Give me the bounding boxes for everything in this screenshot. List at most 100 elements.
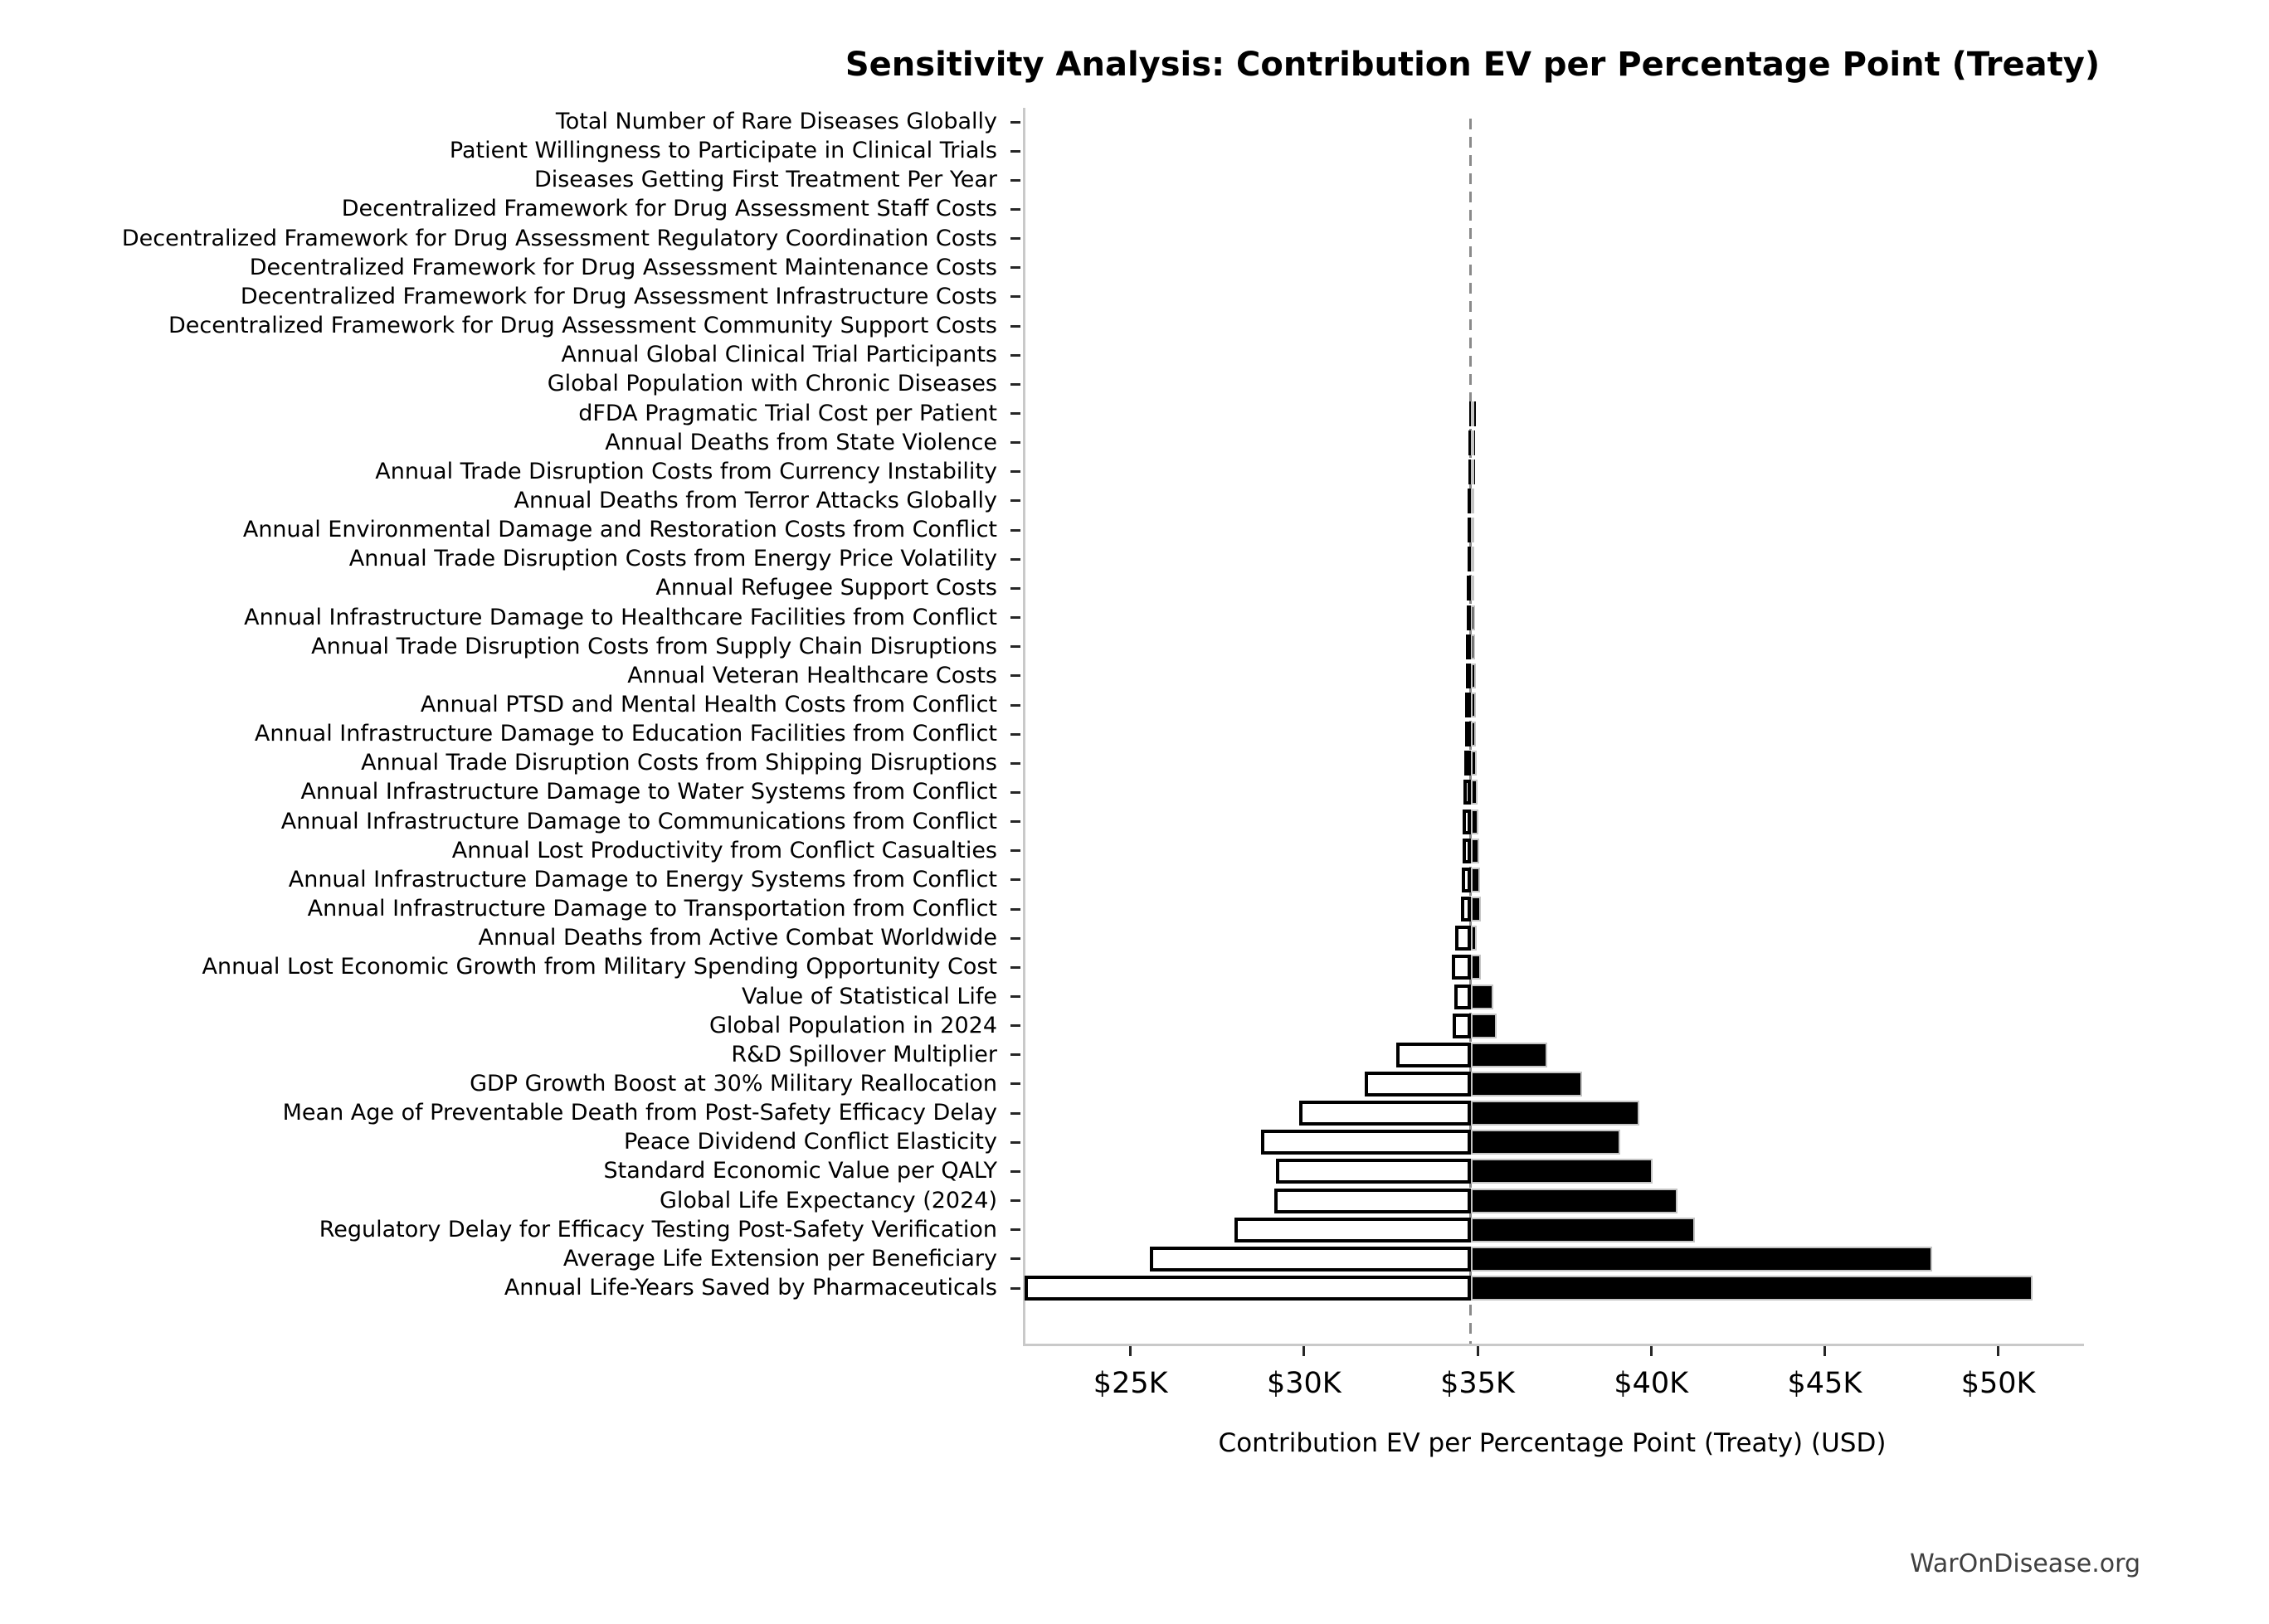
y-tick-mark: [1010, 645, 1020, 649]
y-tick-mark: [1010, 1111, 1020, 1115]
tornado-bar-high: [1470, 897, 1481, 922]
x-tick-label: $45K: [1787, 1367, 1862, 1400]
y-axis-label: Decentralized Framework for Drug Assessm…: [249, 254, 997, 280]
tornado-bar-high: [1470, 663, 1476, 688]
y-tick-mark: [1010, 1257, 1020, 1261]
tornado-bar-high: [1470, 1246, 1933, 1271]
y-axis-label: GDP Growth Boost at 30% Military Realloc…: [470, 1070, 997, 1096]
y-axis-label: Decentralized Framework for Drug Assessm…: [121, 225, 997, 251]
tornado-bar-high: [1470, 547, 1474, 572]
tornado-bar-low: [1463, 809, 1471, 834]
x-tick-mark: [1476, 1346, 1479, 1356]
y-tick-mark: [1010, 616, 1020, 620]
y-axis-label: Annual Trade Disruption Costs from Energ…: [348, 546, 997, 572]
y-axis-label: Annual Environmental Damage and Restorat…: [242, 517, 997, 543]
y-tick-mark: [1010, 528, 1020, 532]
y-tick-mark: [1010, 324, 1020, 328]
tornado-bar-high: [1470, 1042, 1547, 1067]
tornado-bar-high: [1470, 1159, 1653, 1184]
x-axis-spine: [1023, 1344, 2084, 1346]
tornado-bar-high: [1470, 1276, 2033, 1301]
y-axis-label: Annual PTSD and Mental Health Costs from…: [420, 692, 997, 717]
y-tick-mark: [1010, 412, 1020, 415]
tornado-bar-high: [1470, 634, 1476, 659]
y-tick-mark: [1010, 441, 1020, 445]
y-axis-label: Annual Deaths from Terror Attacks Global…: [514, 487, 997, 513]
y-axis-spine: [1023, 108, 1025, 1346]
y-axis-label: Annual Infrastructure Damage to Energy S…: [288, 866, 997, 892]
tornado-bar-low: [1460, 897, 1471, 922]
y-tick-mark: [1010, 557, 1020, 561]
y-axis-label: Annual Infrastructure Damage to Educatio…: [254, 721, 997, 747]
x-tick-mark: [1649, 1346, 1653, 1356]
y-axis-label: Patient Willingness to Participate in Cl…: [449, 138, 997, 164]
y-tick-mark: [1010, 295, 1020, 299]
x-tick-label: $40K: [1614, 1367, 1689, 1400]
y-tick-mark: [1010, 907, 1020, 911]
tornado-bar-high: [1470, 926, 1478, 951]
x-tick-mark: [1823, 1346, 1826, 1356]
tornado-bar-low: [1395, 1042, 1471, 1067]
y-tick-mark: [1010, 965, 1020, 969]
tornado-bar-high: [1470, 693, 1476, 717]
tornado-bar-high: [1470, 518, 1474, 543]
tornado-bar-low: [1454, 984, 1471, 1009]
y-axis-label: Annual Infrastructure Damage to Water Sy…: [300, 779, 997, 805]
x-tick-label: $35K: [1440, 1367, 1515, 1400]
y-tick-mark: [1010, 878, 1020, 882]
tornado-bar-high: [1470, 1130, 1620, 1155]
y-axis-label: Annual Life-Years Saved by Pharmaceutica…: [504, 1275, 997, 1301]
tornado-bar-low: [1149, 1246, 1471, 1271]
plot-area: [1023, 108, 2082, 1344]
y-tick-mark: [1010, 790, 1020, 794]
y-tick-mark: [1010, 382, 1020, 386]
tornado-bar-high: [1470, 838, 1479, 863]
y-tick-mark: [1010, 820, 1020, 824]
y-tick-mark: [1010, 1199, 1020, 1203]
x-tick-label: $25K: [1093, 1367, 1168, 1400]
x-axis-title: Contribution EV per Percentage Point (Tr…: [1218, 1428, 1887, 1458]
y-tick-mark: [1010, 1228, 1020, 1232]
y-axis-label: Annual Lost Productivity from Conflict C…: [451, 837, 997, 863]
y-tick-mark: [1010, 761, 1020, 765]
watermark: WarOnDisease.org: [1910, 1549, 2140, 1578]
tornado-bar-low: [1451, 955, 1471, 980]
tornado-bar-high: [1470, 955, 1482, 980]
tornado-bar-low: [1298, 1101, 1471, 1126]
tornado-bar-low: [1465, 693, 1473, 717]
y-axis-label: Global Population in 2024: [708, 1012, 997, 1038]
y-axis-label: Annual Deaths from State Violence: [605, 429, 997, 455]
tornado-bar-low: [1274, 1188, 1471, 1213]
tornado-bar-high: [1470, 809, 1478, 834]
tornado-bar-high: [1470, 1217, 1695, 1242]
tornado-bar-high: [1470, 1101, 1639, 1126]
tornado-bar-high: [1470, 722, 1477, 747]
y-axis-label: Annual Global Clinical Trial Participant…: [561, 342, 997, 368]
y-axis-label: Peace Dividend Conflict Elasticity: [623, 1129, 997, 1155]
y-axis-label: Decentralized Framework for Drug Assessm…: [341, 196, 997, 222]
tornado-bar-high: [1470, 488, 1474, 513]
y-tick-mark: [1010, 207, 1020, 211]
y-axis-label: R&D Spillover Multiplier: [731, 1041, 997, 1067]
y-axis-label: Annual Trade Disruption Costs from Suppl…: [311, 633, 997, 659]
y-tick-mark: [1010, 1169, 1020, 1173]
y-axis-label: Annual Infrastructure Damage to Healthca…: [244, 604, 997, 630]
y-tick-mark: [1010, 936, 1020, 940]
y-axis-label: Global Population with Chronic Diseases: [547, 371, 997, 397]
tornado-bar-high: [1470, 867, 1480, 892]
tornado-bar-low: [1462, 838, 1471, 863]
tornado-bar-high: [1470, 780, 1478, 805]
tornado-bar-low: [1234, 1217, 1471, 1242]
tornado-bar-low: [1464, 751, 1472, 776]
y-tick-mark: [1010, 586, 1020, 590]
chart-title: Sensitivity Analysis: Contribution EV pe…: [845, 46, 2101, 84]
tornado-bar-high: [1470, 1013, 1497, 1038]
y-axis-label: Decentralized Framework for Drug Assessm…: [168, 313, 997, 339]
y-tick-mark: [1010, 674, 1020, 678]
y-tick-mark: [1010, 1140, 1020, 1144]
y-axis-label: Annual Veteran Healthcare Costs: [627, 662, 997, 688]
tornado-bar-high: [1470, 401, 1474, 426]
y-tick-mark: [1010, 353, 1020, 357]
y-axis-label: Annual Lost Economic Growth from Militar…: [202, 954, 997, 980]
